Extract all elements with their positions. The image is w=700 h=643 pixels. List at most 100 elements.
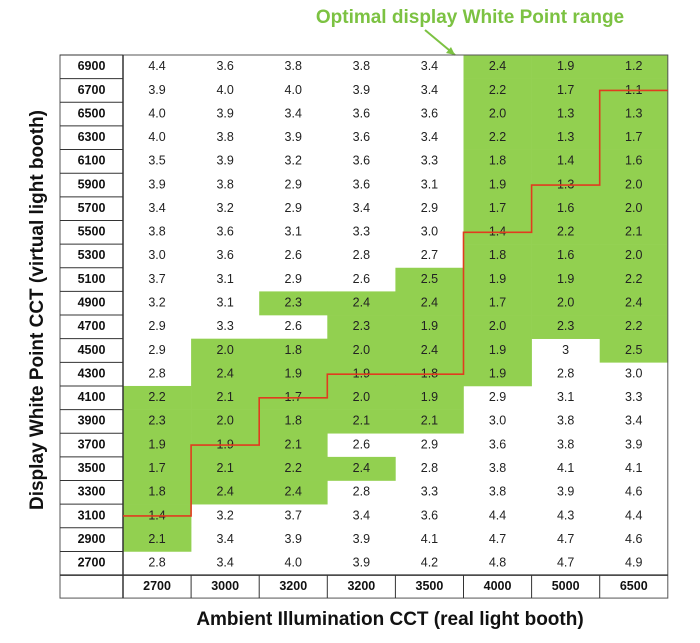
highlight-cell — [463, 78, 532, 103]
cell-value: 3.7 — [148, 272, 165, 286]
cell-value: 1.7 — [625, 130, 642, 144]
highlight-cell — [463, 149, 532, 174]
cell-value: 3.2 — [285, 154, 302, 168]
cell-value: 3.9 — [285, 130, 302, 144]
cell-value: 3.4 — [285, 106, 302, 120]
cell-value: 1.9 — [489, 366, 506, 380]
highlight-cell — [599, 102, 669, 127]
cell-value: 2.4 — [353, 296, 370, 310]
cell-value: 3.1 — [216, 296, 233, 310]
cell-value: 3.1 — [285, 225, 302, 239]
annotation-title: Optimal display White Point range — [316, 7, 624, 28]
cell-value: 3.9 — [557, 485, 574, 499]
cell-value: 2.0 — [557, 296, 574, 310]
cell-value: 3.4 — [216, 532, 233, 546]
cell-value: 2.9 — [148, 319, 165, 333]
cell-value: 1.6 — [557, 201, 574, 215]
cell-value: 4.0 — [285, 556, 302, 570]
highlight-cell — [599, 55, 669, 79]
cell-value: 3.0 — [421, 225, 438, 239]
cell-value: 2.0 — [625, 201, 642, 215]
cell-value: 4.1 — [625, 461, 642, 475]
highlight-cell — [395, 267, 464, 292]
cell-value: 2.8 — [353, 248, 370, 262]
highlight-cell — [327, 456, 396, 481]
cell-value: 3.6 — [421, 106, 438, 120]
cell-value: 2.6 — [353, 272, 370, 286]
row-label: 3300 — [78, 485, 106, 499]
cell-value: 4.1 — [421, 532, 438, 546]
row-label: 4700 — [78, 319, 106, 333]
cell-value: 3.6 — [489, 437, 506, 451]
row-label: 6900 — [78, 59, 106, 73]
cell-value: 3.4 — [625, 414, 642, 428]
highlight-cell — [327, 291, 396, 316]
row-label: 5500 — [78, 225, 106, 239]
cell-value: 2.9 — [285, 272, 302, 286]
cell-value: 4.2 — [421, 556, 438, 570]
highlight-cell — [463, 338, 532, 363]
highlight-cell — [463, 196, 532, 221]
highlight-cell — [463, 291, 532, 316]
cell-value: 3.6 — [216, 59, 233, 73]
cell-value: 2.3 — [285, 296, 302, 310]
highlight-cell — [327, 338, 396, 363]
highlight-cell — [191, 480, 260, 505]
cell-value: 1.8 — [148, 485, 165, 499]
row-label: 4500 — [78, 343, 106, 357]
cell-value: 2.9 — [489, 390, 506, 404]
cell-value: 3.8 — [353, 59, 370, 73]
cell-value: 2.4 — [625, 296, 642, 310]
cell-value: 2.8 — [353, 485, 370, 499]
cell-value: 3.6 — [353, 106, 370, 120]
highlight-cell — [599, 173, 669, 198]
cell-value: 2.6 — [285, 319, 302, 333]
highlight-cell — [463, 102, 532, 127]
cell-value: 3.8 — [489, 485, 506, 499]
column-label: 2700 — [143, 579, 171, 593]
highlight-cell — [123, 385, 192, 410]
highlight-cell — [327, 409, 396, 434]
highlight-cell — [259, 338, 328, 363]
cell-value: 3.1 — [557, 390, 574, 404]
highlight-cell — [531, 244, 600, 269]
cell-value: 2.9 — [285, 201, 302, 215]
highlight-cell — [531, 220, 600, 245]
cell-value: 4.1 — [557, 461, 574, 475]
column-label: 6500 — [620, 579, 648, 593]
highlight-cell — [531, 315, 600, 339]
cell-value: 1.9 — [489, 177, 506, 191]
highlight-cell — [599, 291, 669, 316]
cell-value: 2.1 — [285, 437, 302, 451]
cell-value: 3.4 — [353, 201, 370, 215]
column-label: 3200 — [347, 579, 375, 593]
highlight-cell — [599, 125, 669, 150]
cell-value: 3.0 — [489, 414, 506, 428]
cell-value: 3.4 — [421, 83, 438, 97]
highlight-cell — [123, 433, 192, 458]
cell-value: 2.4 — [216, 485, 233, 499]
cell-value: 4.0 — [216, 83, 233, 97]
column-label: 3500 — [416, 579, 444, 593]
cell-value: 1.8 — [285, 343, 302, 357]
cell-value: 2.0 — [625, 248, 642, 262]
highlight-cell — [463, 125, 532, 150]
highlight-cell — [599, 196, 669, 221]
row-label: 6300 — [78, 130, 106, 144]
cell-value: 3.9 — [353, 532, 370, 546]
cell-value: 2.3 — [148, 414, 165, 428]
highlight-cell — [259, 362, 328, 387]
highlight-cell — [123, 527, 192, 552]
cell-value: 2.8 — [421, 461, 438, 475]
cell-value: 3.6 — [216, 225, 233, 239]
cell-value: 4.6 — [625, 532, 642, 546]
cell-value: 2.2 — [625, 319, 642, 333]
highlight-cell — [395, 338, 464, 363]
cell-value: 4.7 — [489, 532, 506, 546]
cell-value: 2.0 — [625, 177, 642, 191]
cell-value: 3.9 — [353, 83, 370, 97]
column-label: 5000 — [552, 579, 580, 593]
cell-value: 2.0 — [353, 343, 370, 357]
cell-value: 3.9 — [216, 154, 233, 168]
cell-value: 3.2 — [216, 201, 233, 215]
